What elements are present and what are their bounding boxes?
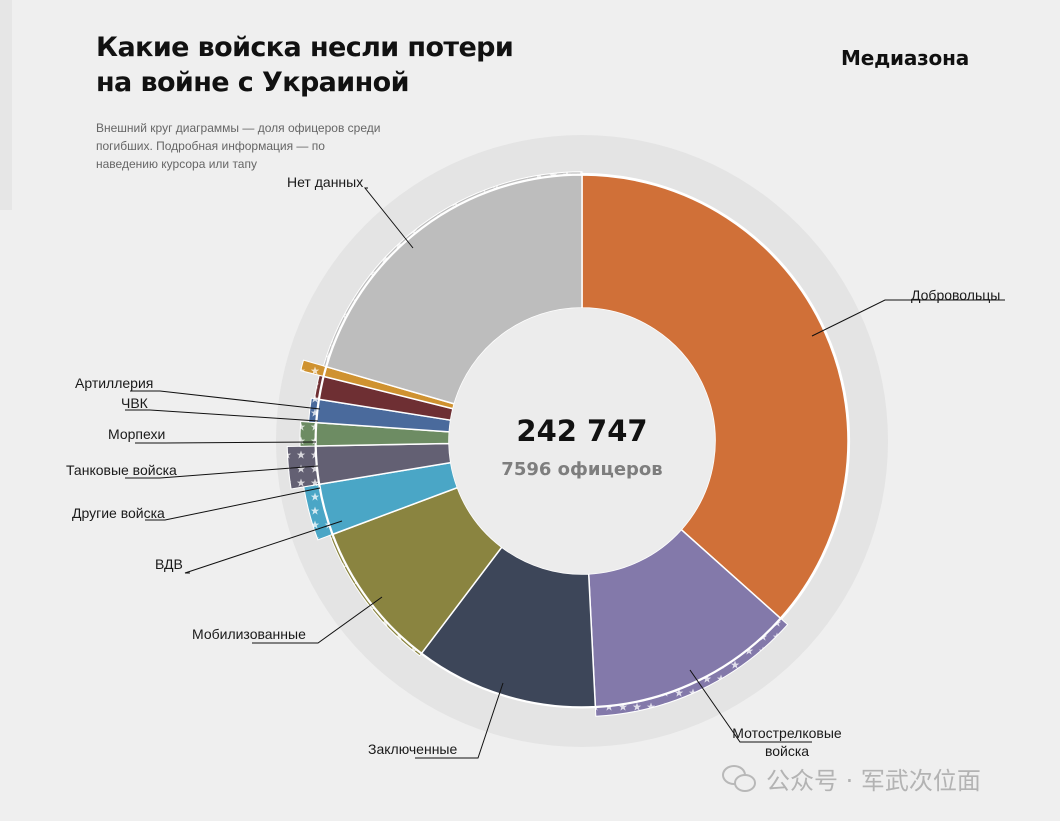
label-другие-войска: Другие войска — [72, 505, 165, 521]
chart-title: Какие войска несли потери на войне с Укр… — [96, 30, 616, 100]
watermark-text: 公众号 · 军武次位面 — [766, 766, 981, 795]
label-вдв: ВДВ — [155, 556, 183, 572]
leader-добровольцы — [811, 299, 1005, 337]
leader-мотострелковые-войска — [689, 669, 812, 743]
label-добровольцы: Добровольцы — [911, 287, 1000, 303]
brand-logo[interactable]: Медиазона — [841, 46, 970, 70]
officer-slice-нет-данных[interactable] — [322, 171, 583, 368]
chart-note: Внешний круг диаграммы — доля офицеров с… — [96, 121, 381, 171]
officer-share-ring — [286, 171, 851, 717]
slice-добровольцы[interactable] — [581, 174, 849, 620]
watermark: 公众号 · 军武次位面 — [722, 760, 981, 796]
center-officers: 7596 офицеров — [501, 459, 662, 480]
leader-чвк — [125, 409, 319, 422]
chart-title-line-2: на войне с Украиной — [96, 67, 410, 98]
label-leaders — [125, 187, 1005, 759]
leader-танковые-войска — [125, 465, 319, 479]
category-labels: Добровольцы Мотострелковые войска Заключенн… — [66, 174, 1000, 759]
losses-ring — [315, 174, 849, 708]
left-edge-strip — [0, 0, 12, 210]
leader-другие-войска — [145, 487, 321, 521]
label-чвк: ЧВК — [121, 395, 149, 411]
donut-hole — [449, 308, 715, 574]
chart-title-line-1: Какие войска несли потери — [96, 32, 514, 63]
center-total: 242 747 — [516, 414, 647, 448]
label-мобилизованные: Мобилизованные — [192, 626, 306, 642]
label-мотострелковые-войска: Мотострелковые войска — [732, 725, 842, 759]
leader-морпехи — [135, 441, 317, 444]
leader-вдв — [184, 520, 343, 574]
leader-нет-данных — [363, 187, 414, 249]
leader-артиллерия — [130, 390, 321, 410]
label-заключенные: Заключенные — [368, 741, 457, 757]
wechat-icon — [722, 763, 756, 793]
label-морпехи: Морпехи — [108, 426, 165, 442]
leader-мобилизованные — [252, 596, 383, 644]
officer-slice-танковые-войска[interactable] — [299, 420, 317, 447]
label-танковые-войска: Танковые войска — [66, 462, 177, 478]
label-нет-данных: Нет данных — [287, 174, 363, 190]
label-артиллерия: Артиллерия — [75, 375, 153, 391]
leader-заключенные — [415, 682, 504, 759]
officer-slice-морпехи[interactable] — [308, 397, 319, 424]
